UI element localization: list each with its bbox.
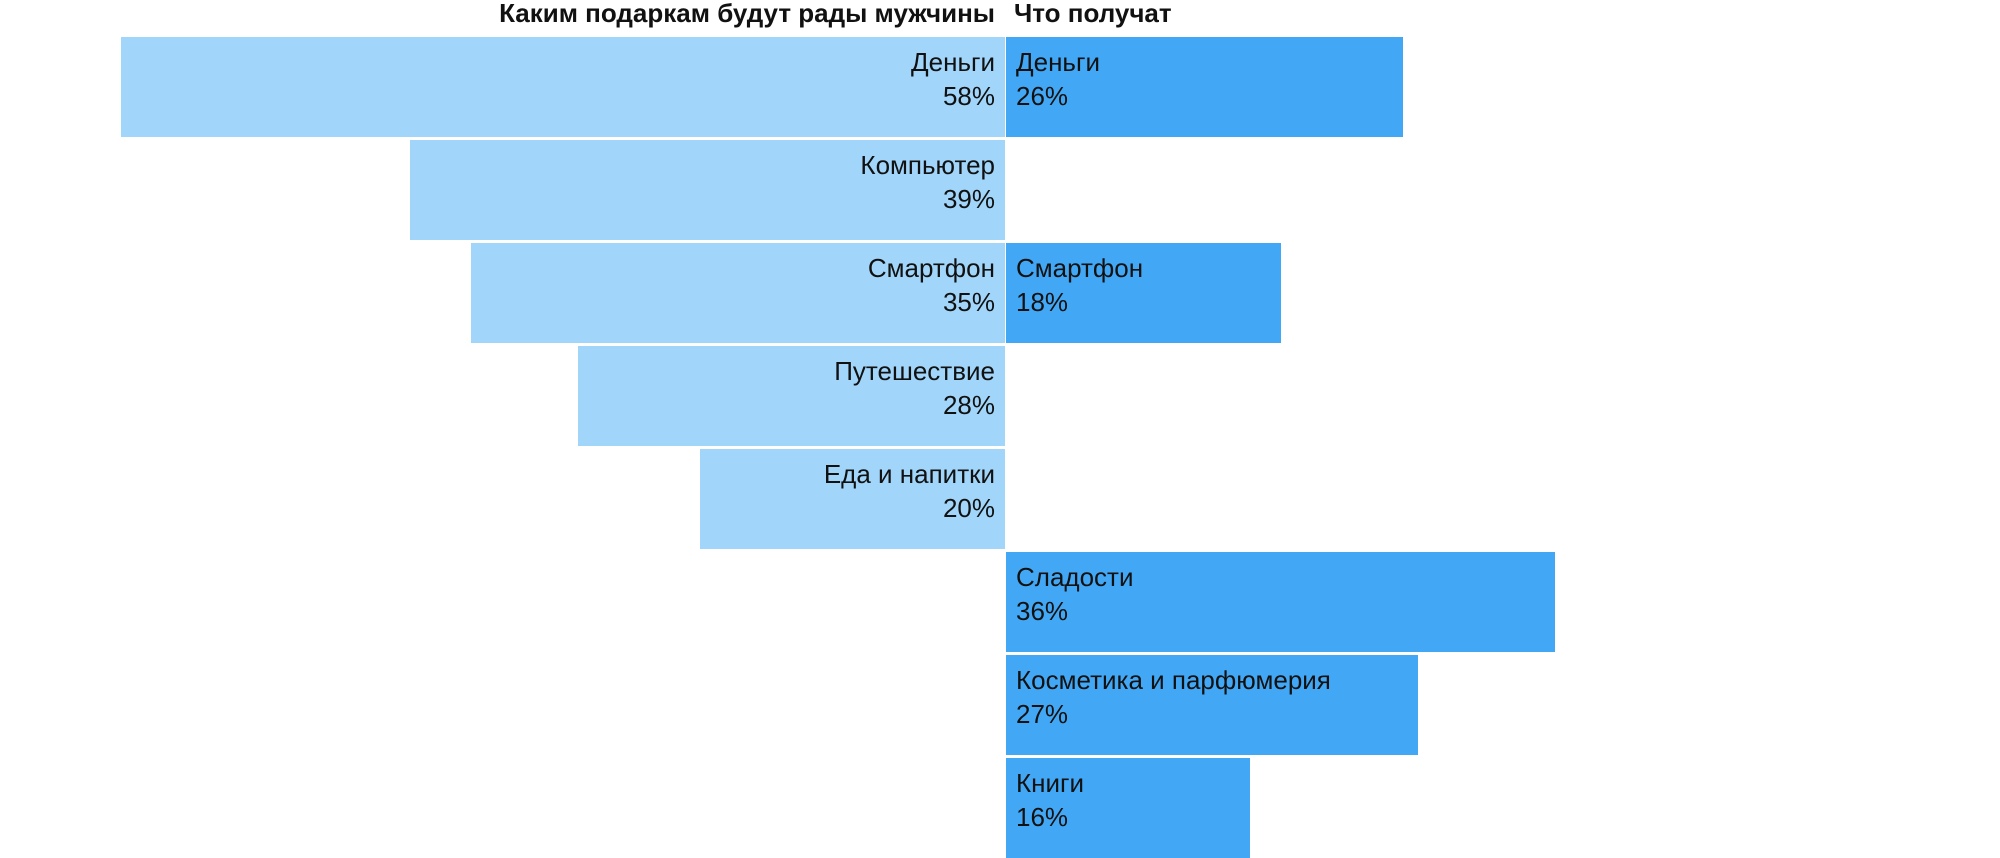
received-bar: Косметика и парфюмерия 27%: [1006, 655, 1418, 755]
category-label: Компьютер: [860, 150, 995, 180]
category-label: Еда и напитки: [823, 459, 995, 489]
category-label: Смартфон: [1016, 253, 1144, 283]
category-label: Смартфон: [867, 253, 995, 283]
wanted-bar: Деньги 58%: [120, 37, 1005, 137]
value-label: 20%: [942, 493, 995, 523]
value-label: 39%: [942, 184, 995, 214]
wanted-bar: Путешествие 28%: [578, 346, 1005, 446]
category-label: Деньги: [911, 47, 995, 77]
value-label: 27%: [1016, 699, 1069, 729]
category-label: Путешествие: [834, 356, 995, 386]
category-label: Сладости: [1016, 562, 1134, 592]
value-label: 28%: [942, 390, 995, 420]
bar-label: Компьютер 39%: [860, 148, 995, 216]
bar-label: Книги 16%: [1016, 766, 1084, 834]
bar-label: Еда и напитки 20%: [824, 457, 995, 525]
category-label: Деньги: [1016, 47, 1100, 77]
bar-label: Косметика и парфюмерия 27%: [1016, 663, 1331, 731]
bar-label: Смартфон 18%: [1016, 251, 1143, 319]
value-label: 26%: [1016, 81, 1069, 111]
received-bar: Деньги 26%: [1006, 37, 1403, 137]
bar-label: Деньги 58%: [911, 45, 995, 113]
right-series-title: Что получат: [1014, 0, 1172, 28]
received-bar: Книги 16%: [1006, 758, 1250, 858]
value-label: 58%: [942, 81, 995, 111]
bar-label: Путешествие 28%: [834, 354, 995, 422]
category-label: Косметика и парфюмерия: [1016, 665, 1331, 695]
wanted-bar: Еда и напитки 20%: [700, 449, 1005, 549]
value-label: 36%: [1016, 596, 1069, 626]
value-label: 35%: [942, 287, 995, 317]
left-series-title: Каким подаркам будут рады мужчины: [499, 0, 995, 28]
bar-label: Сладости 36%: [1016, 560, 1133, 628]
received-bar: Сладости 36%: [1006, 552, 1555, 652]
value-label: 18%: [1016, 287, 1069, 317]
wanted-bar: Компьютер 39%: [410, 140, 1005, 240]
wanted-bar: Смартфон 35%: [471, 243, 1005, 343]
category-label: Книги: [1016, 768, 1085, 798]
received-bar: Смартфон 18%: [1006, 243, 1281, 343]
bar-label: Деньги 26%: [1016, 45, 1100, 113]
bar-label: Смартфон 35%: [868, 251, 995, 319]
value-label: 16%: [1016, 802, 1069, 832]
